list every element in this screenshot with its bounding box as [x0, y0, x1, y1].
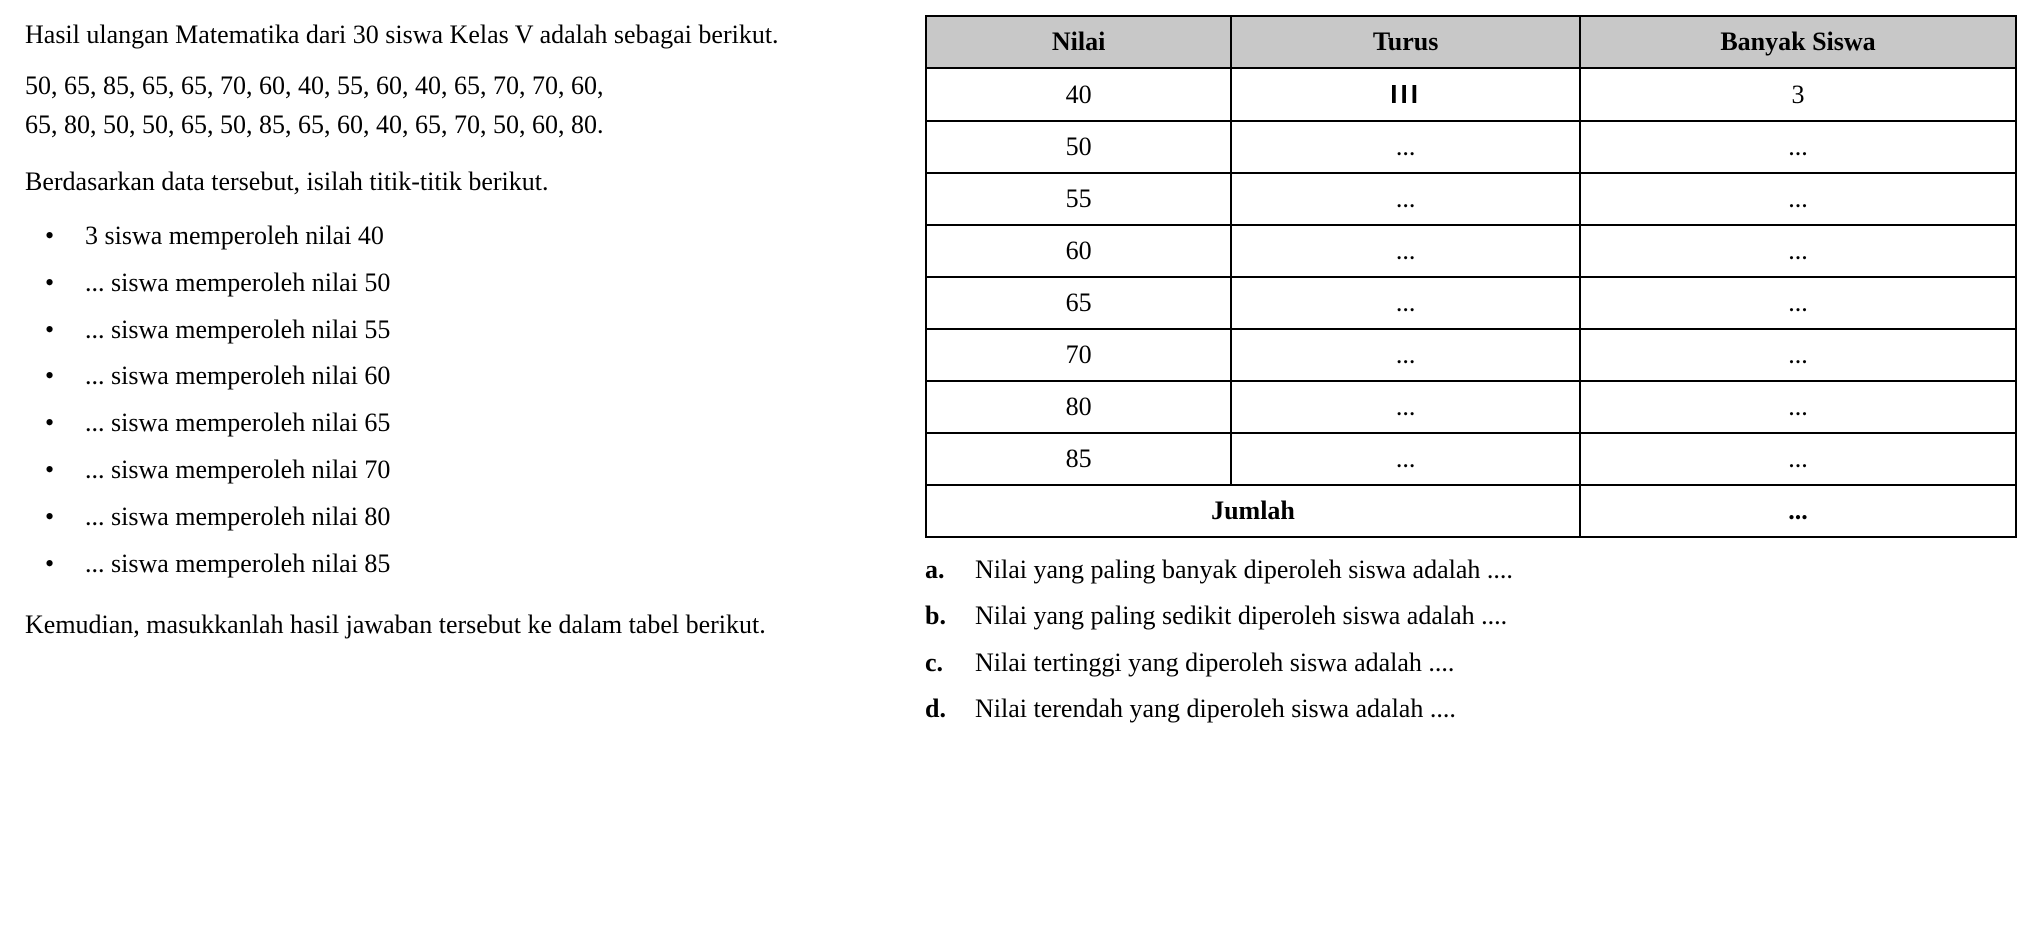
instruction-text: Berdasarkan data tersebut, isilah titik-…: [25, 162, 845, 201]
data-table: Nilai Turus Banyak Siswa 40 III 3 50 ...…: [925, 15, 2017, 538]
cell-nilai: 85: [926, 433, 1231, 485]
data-numbers: 50, 65, 85, 65, 65, 70, 60, 40, 55, 60, …: [25, 66, 845, 144]
tally-marks: III: [1390, 79, 1421, 109]
list-item: ... siswa memperoleh nilai 65: [45, 400, 845, 447]
question-text: Nilai yang paling banyak diperoleh siswa…: [975, 550, 2017, 590]
cell-banyak: ...: [1580, 329, 2016, 381]
cell-banyak: ...: [1580, 121, 2016, 173]
table-body: 40 III 3 50 ... ... 55 ... ... 60 ...: [926, 68, 2016, 537]
jumlah-value: ...: [1580, 485, 2016, 537]
question-marker: b.: [925, 596, 975, 636]
table-footer-row: Jumlah ...: [926, 485, 2016, 537]
cell-nilai: 60: [926, 225, 1231, 277]
question-marker: a.: [925, 550, 975, 590]
question-marker: d.: [925, 689, 975, 729]
numbers-line-1: 50, 65, 85, 65, 65, 70, 60, 40, 55, 60, …: [25, 66, 845, 105]
cell-turus: ...: [1231, 433, 1580, 485]
header-banyak: Banyak Siswa: [1580, 16, 2016, 68]
list-item: ... siswa memperoleh nilai 55: [45, 307, 845, 354]
table-row: 70 ... ...: [926, 329, 2016, 381]
table-row: 55 ... ...: [926, 173, 2016, 225]
right-column: Nilai Turus Banyak Siswa 40 III 3 50 ...…: [925, 15, 2017, 735]
table-row: 40 III 3: [926, 68, 2016, 121]
cell-nilai: 40: [926, 68, 1231, 121]
question-text: Nilai yang paling sedikit diperoleh sisw…: [975, 596, 2017, 636]
question-marker: c.: [925, 643, 975, 683]
question-list: a. Nilai yang paling banyak diperoleh si…: [925, 550, 2017, 729]
main-container: Hasil ulangan Matematika dari 30 siswa K…: [25, 15, 2017, 735]
list-item: ... siswa memperoleh nilai 70: [45, 447, 845, 494]
table-header-row: Nilai Turus Banyak Siswa: [926, 16, 2016, 68]
list-item: ... siswa memperoleh nilai 85: [45, 541, 845, 588]
cell-nilai: 70: [926, 329, 1231, 381]
list-item: ... siswa memperoleh nilai 80: [45, 494, 845, 541]
cell-banyak: ...: [1580, 381, 2016, 433]
cell-banyak: ...: [1580, 173, 2016, 225]
question-item: b. Nilai yang paling sedikit diperoleh s…: [925, 596, 2017, 636]
cell-banyak: ...: [1580, 277, 2016, 329]
table-row: 85 ... ...: [926, 433, 2016, 485]
jumlah-label: Jumlah: [926, 485, 1580, 537]
cell-nilai: 55: [926, 173, 1231, 225]
intro-text: Hasil ulangan Matematika dari 30 siswa K…: [25, 15, 845, 54]
table-row: 80 ... ...: [926, 381, 2016, 433]
cell-banyak: ...: [1580, 433, 2016, 485]
cell-nilai: 65: [926, 277, 1231, 329]
question-item: a. Nilai yang paling banyak diperoleh si…: [925, 550, 2017, 590]
left-column: Hasil ulangan Matematika dari 30 siswa K…: [25, 15, 845, 735]
header-turus: Turus: [1231, 16, 1580, 68]
cell-turus: ...: [1231, 329, 1580, 381]
cell-turus: ...: [1231, 225, 1580, 277]
list-item: ... siswa memperoleh nilai 50: [45, 260, 845, 307]
question-text: Nilai terendah yang diperoleh siswa adal…: [975, 689, 2017, 729]
cell-turus: III: [1231, 68, 1580, 121]
conclusion-text: Kemudian, masukkanlah hasil jawaban ters…: [25, 605, 845, 644]
cell-turus: ...: [1231, 121, 1580, 173]
table-row: 50 ... ...: [926, 121, 2016, 173]
question-item: c. Nilai tertinggi yang diperoleh siswa …: [925, 643, 2017, 683]
question-item: d. Nilai terendah yang diperoleh siswa a…: [925, 689, 2017, 729]
header-nilai: Nilai: [926, 16, 1231, 68]
cell-nilai: 50: [926, 121, 1231, 173]
table-row: 60 ... ...: [926, 225, 2016, 277]
cell-nilai: 80: [926, 381, 1231, 433]
cell-banyak: ...: [1580, 225, 2016, 277]
cell-banyak: 3: [1580, 68, 2016, 121]
list-item: 3 siswa memperoleh nilai 40: [45, 213, 845, 260]
cell-turus: ...: [1231, 277, 1580, 329]
numbers-line-2: 65, 80, 50, 50, 65, 50, 85, 65, 60, 40, …: [25, 105, 845, 144]
table-row: 65 ... ...: [926, 277, 2016, 329]
list-item: ... siswa memperoleh nilai 60: [45, 353, 845, 400]
question-text: Nilai tertinggi yang diperoleh siswa ada…: [975, 643, 2017, 683]
bullet-list: 3 siswa memperoleh nilai 40 ... siswa me…: [25, 213, 845, 587]
cell-turus: ...: [1231, 173, 1580, 225]
cell-turus: ...: [1231, 381, 1580, 433]
